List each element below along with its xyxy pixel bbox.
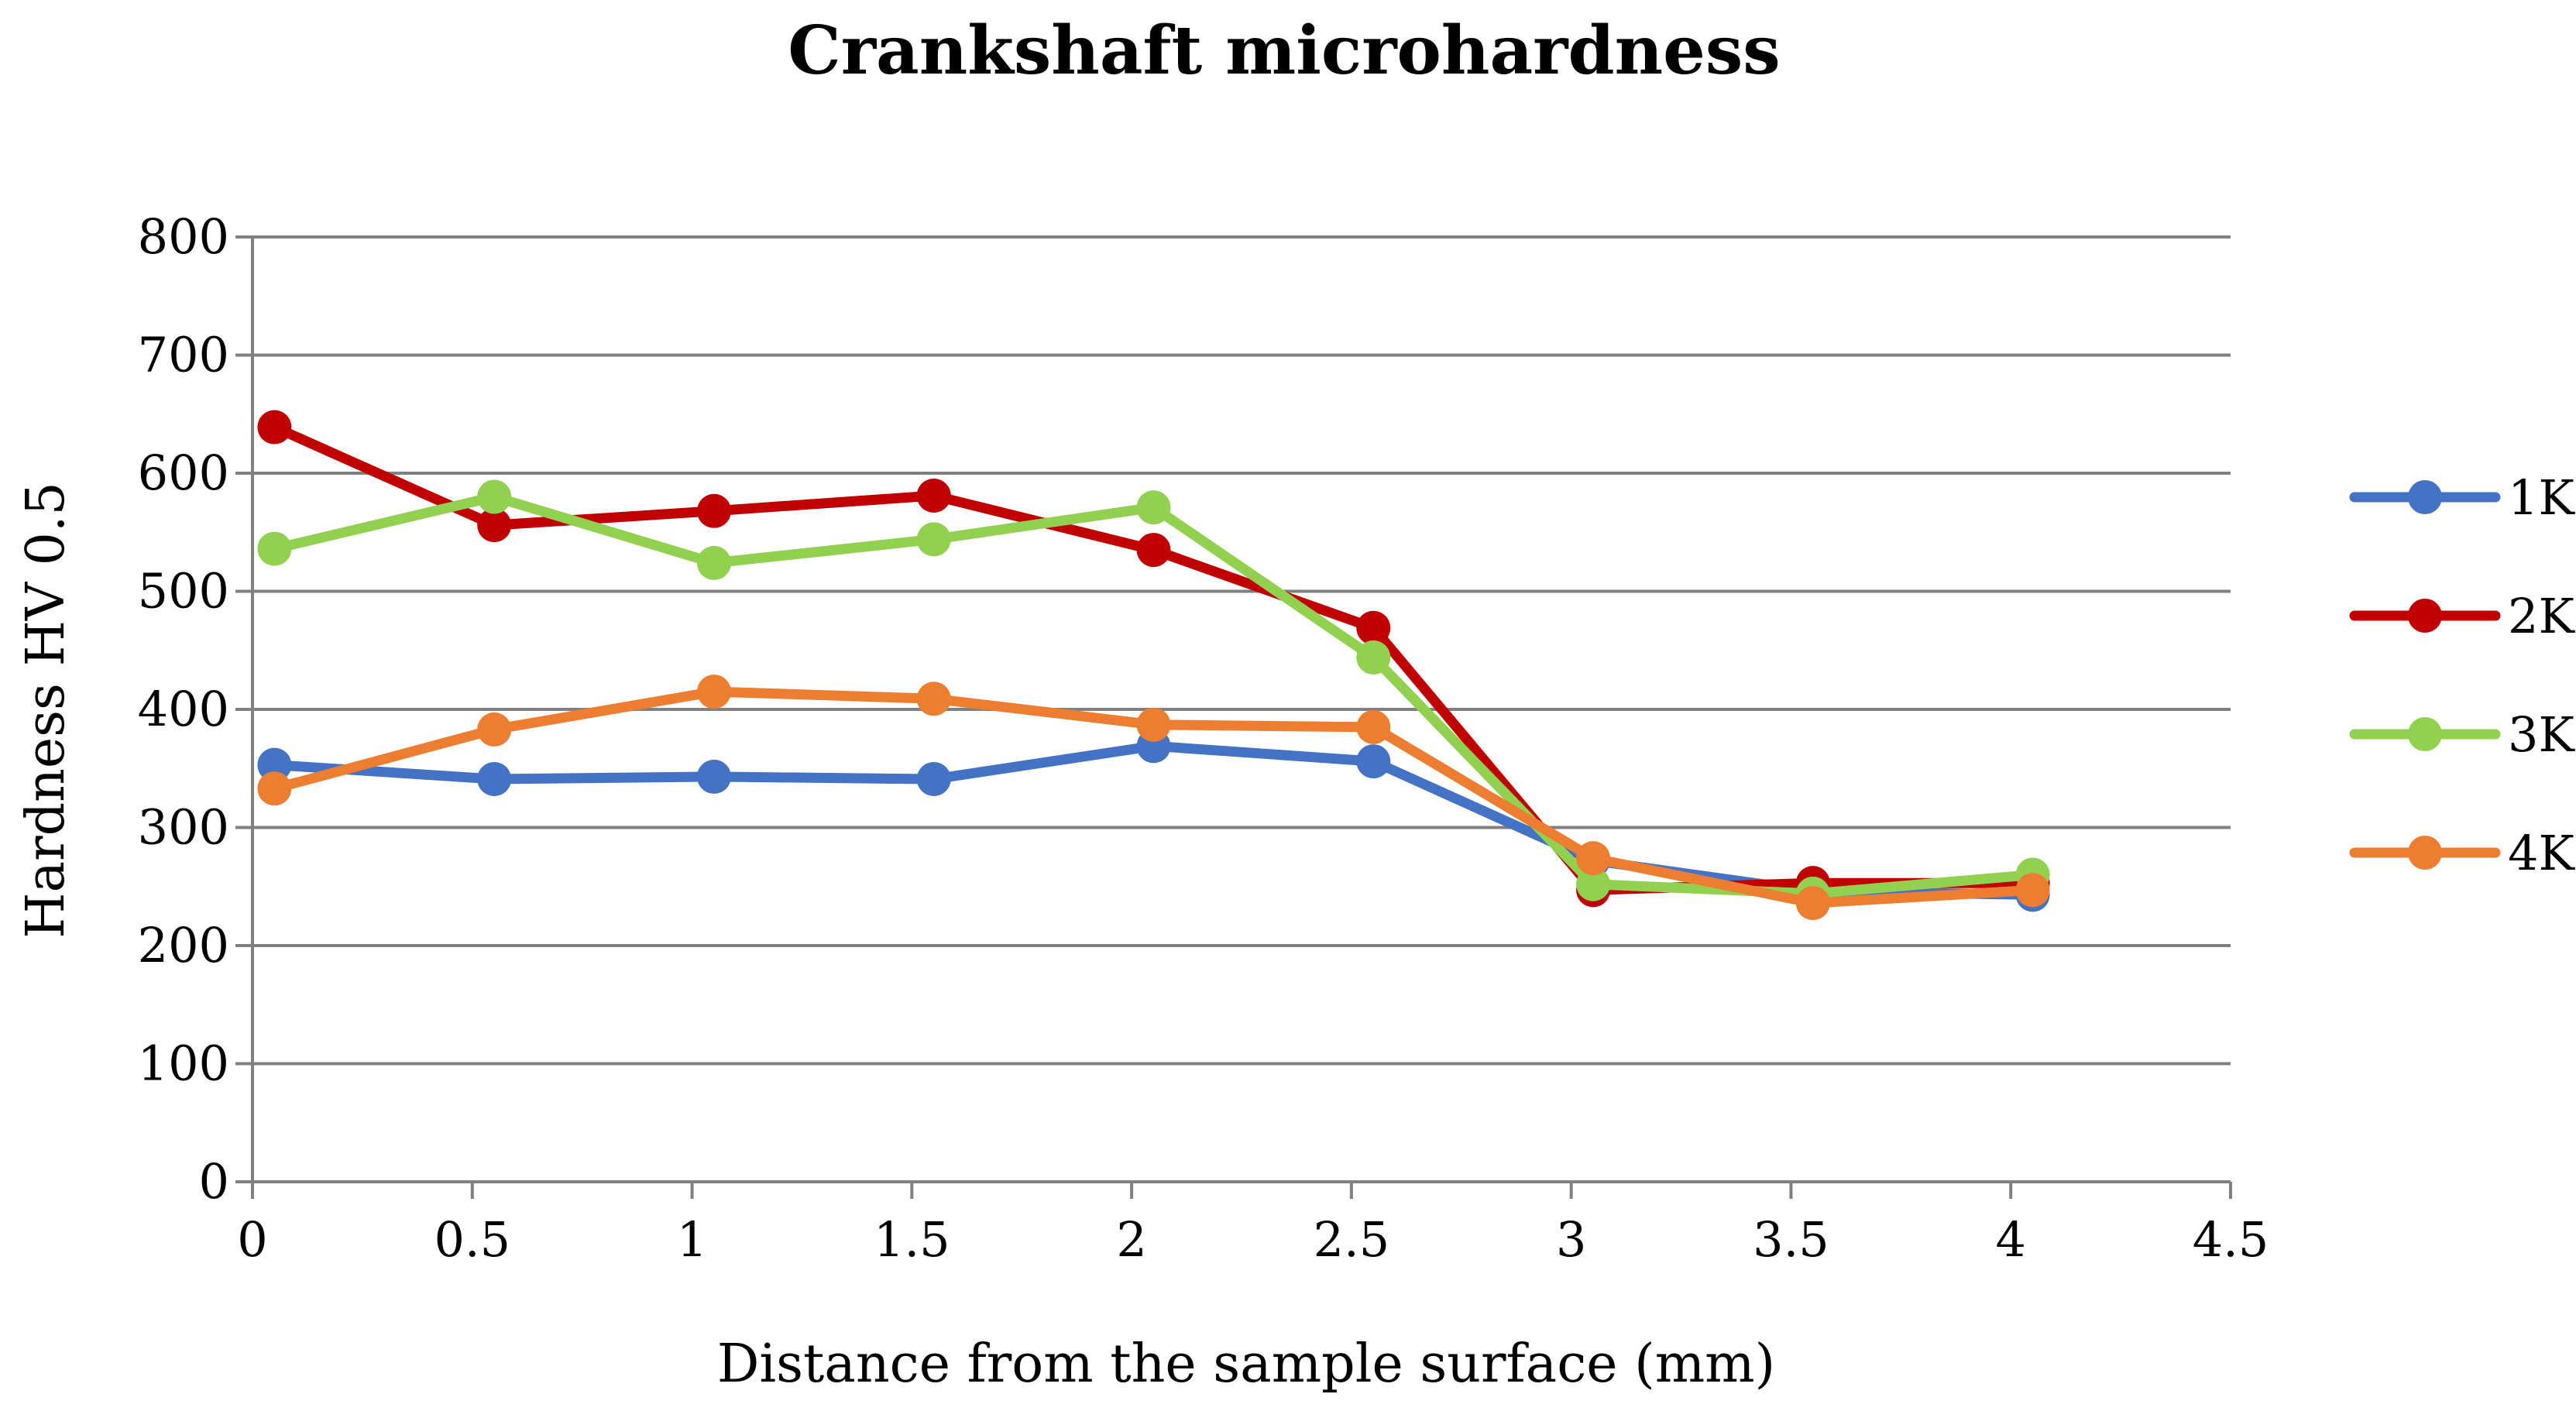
series-line-1K xyxy=(269,740,2038,900)
data-point-4K xyxy=(1356,709,1391,744)
legend: 1K 2K 3K 4K xyxy=(2349,469,2575,881)
data-point-1K xyxy=(257,747,292,782)
series-2K xyxy=(257,410,2050,908)
legend-swatch-marker xyxy=(2408,717,2442,751)
legend-label: 3K xyxy=(2508,706,2575,763)
data-point-4K xyxy=(2015,873,2050,908)
y-tick-label: 0 xyxy=(199,1153,229,1210)
x-tick-label: 0.5 xyxy=(434,1211,510,1268)
x-tick-label: 1 xyxy=(677,1211,707,1268)
data-point-3K xyxy=(477,479,512,514)
x-tick-label: 3 xyxy=(1556,1211,1586,1268)
data-point-3K xyxy=(1356,640,1391,675)
y-tick-label: 700 xyxy=(138,327,229,383)
y-axis-tick-labels: 0 100 200 300 400 500 600 700 800 xyxy=(138,208,229,1210)
x-axis-tick-labels: 0 0.5 1 1.5 2 2.5 3 3.5 4 4.5 xyxy=(237,1211,2269,1268)
data-point-1K xyxy=(477,761,512,796)
y-tick-label: 200 xyxy=(138,917,229,973)
data-point-2K xyxy=(257,410,292,445)
legend-label: 2K xyxy=(2508,588,2575,644)
legend-swatch-marker xyxy=(2408,836,2442,870)
y-tick-label: 300 xyxy=(138,799,229,856)
data-point-4K xyxy=(257,771,292,806)
data-point-3K xyxy=(916,522,951,557)
y-tick-label: 500 xyxy=(138,563,229,620)
data-point-3K xyxy=(1576,867,1611,901)
legend-swatch-marker xyxy=(2408,480,2442,514)
data-point-1K xyxy=(1356,744,1391,779)
y-axis-title: Hardness HV 0.5 xyxy=(15,482,77,939)
data-point-4K xyxy=(1136,707,1171,742)
legend-swatch-marker xyxy=(2408,599,2442,633)
series-4K xyxy=(257,675,2050,921)
gridlines xyxy=(252,235,2231,1066)
x-tick-label: 1.5 xyxy=(874,1211,950,1268)
data-point-1K xyxy=(916,761,951,796)
data-point-4K xyxy=(1795,886,1830,921)
legend-label: 1K xyxy=(2508,469,2575,526)
y-tick-label: 400 xyxy=(138,681,229,737)
x-tick-label: 3.5 xyxy=(1753,1211,1829,1268)
data-point-2K xyxy=(1136,533,1171,568)
y-tick-label: 600 xyxy=(138,445,229,501)
legend-item-3K: 3K xyxy=(2349,706,2575,763)
legend-label: 4K xyxy=(2508,825,2575,881)
x-tick-label: 2 xyxy=(1116,1211,1146,1268)
data-point-3K xyxy=(1136,490,1171,525)
x-tick-label: 2.5 xyxy=(1314,1211,1390,1268)
y-tick-label: 800 xyxy=(138,208,229,265)
series-lines xyxy=(257,410,2050,921)
data-point-3K xyxy=(696,545,731,580)
x-tick-label: 4 xyxy=(1995,1211,2025,1268)
x-axis-title: Distance from the sample surface (mm) xyxy=(717,1334,1775,1395)
chart-title: Crankshaft microhardness xyxy=(788,12,1780,90)
data-point-2K xyxy=(1356,610,1391,645)
data-point-2K xyxy=(696,493,731,528)
data-point-2K xyxy=(916,478,951,513)
legend-item-1K: 1K xyxy=(2349,469,2575,526)
data-point-3K xyxy=(257,531,292,566)
data-point-4K xyxy=(477,712,512,747)
data-point-4K xyxy=(1576,841,1611,876)
legend-item-4K: 4K xyxy=(2349,825,2575,881)
x-tick-label: 0 xyxy=(237,1211,267,1268)
legend-item-2K: 2K xyxy=(2349,588,2575,644)
axes xyxy=(235,235,2232,1199)
y-tick-label: 100 xyxy=(138,1035,229,1092)
x-tick-label: 4.5 xyxy=(2193,1211,2269,1268)
data-point-1K xyxy=(696,759,731,794)
data-point-4K xyxy=(696,675,731,709)
data-point-2K xyxy=(477,508,512,543)
data-point-4K xyxy=(916,682,951,716)
